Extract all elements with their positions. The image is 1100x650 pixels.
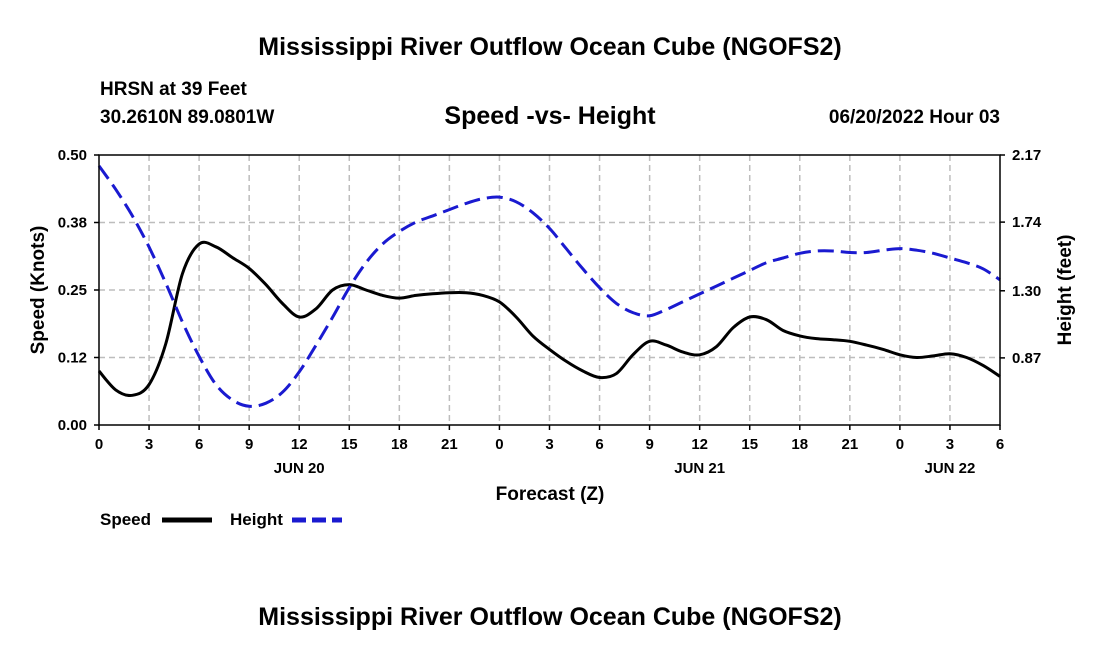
x-tick-label: 12 (291, 436, 308, 453)
x-tick-label: 3 (946, 436, 954, 453)
x-tick-label: 0 (896, 436, 904, 453)
forecast-date: 06/20/2022 Hour 03 (829, 107, 1000, 128)
y-axis-title: Speed (Knots) (28, 226, 49, 355)
x-tick-label: 15 (341, 436, 358, 453)
y2-tick-label: 2.17 (1012, 147, 1041, 164)
x-tick-label: 15 (741, 436, 758, 453)
x-tick-label: 3 (545, 436, 553, 453)
x-tick-label: 18 (391, 436, 408, 453)
y2-axis-title: Height (feet) (1055, 235, 1076, 346)
y-tick-label: 0.50 (58, 147, 87, 164)
x-tick-label: 21 (841, 436, 858, 453)
legend-speed-label: Speed (100, 510, 151, 529)
coordinates-label: 30.2610N 89.0801W (100, 107, 274, 128)
y-tick-label: 0.00 (58, 417, 87, 434)
x-tick-label: 6 (195, 436, 203, 453)
x-tick-label: 6 (996, 436, 1004, 453)
x-tick-label: 21 (441, 436, 458, 453)
series-group (97, 165, 1001, 408)
y-tick-label: 0.12 (58, 350, 87, 367)
main-title: Mississippi River Outflow Ocean Cube (NG… (258, 33, 841, 61)
legend: Speed Height (100, 510, 342, 529)
y2-tick-label: 1.30 (1012, 283, 1041, 300)
x-tick-label: 9 (645, 436, 653, 453)
x-tick-label: 3 (145, 436, 153, 453)
x-date-label: JUN 20 (274, 460, 325, 477)
x-tick-label: 18 (791, 436, 808, 453)
x-tick-label: 12 (691, 436, 708, 453)
x-date-label: JUN 22 (925, 460, 976, 477)
chart-title: Speed -vs- Height (444, 102, 656, 130)
axis-ticks: 0 3 6 9 12 15 18 21 0 3 6 9 12 15 18 21 0 3 6 JUN 20 JUN 21 J… (58, 147, 1042, 477)
series-line-height (97, 165, 1001, 408)
series-line-speed (97, 240, 1001, 397)
x-tick-label: 0 (495, 436, 503, 453)
station-label: HRSN at 39 Feet (100, 79, 247, 100)
y-tick-label: 0.25 (58, 282, 87, 299)
x-tick-label: 9 (245, 436, 253, 453)
y-tick-label: 0.38 (58, 215, 87, 232)
y2-tick-label: 0.87 (1012, 350, 1041, 367)
legend-height-label: Height (230, 510, 283, 529)
grid (99, 155, 1000, 425)
y2-tick-label: 1.74 (1012, 214, 1042, 231)
x-date-label: JUN 21 (674, 460, 725, 477)
x-tick-label: 0 (95, 436, 103, 453)
footer-title: Mississippi River Outflow Ocean Cube (NG… (258, 603, 841, 631)
x-tick-label: 6 (595, 436, 603, 453)
x-axis-title: Forecast (Z) (496, 484, 605, 505)
